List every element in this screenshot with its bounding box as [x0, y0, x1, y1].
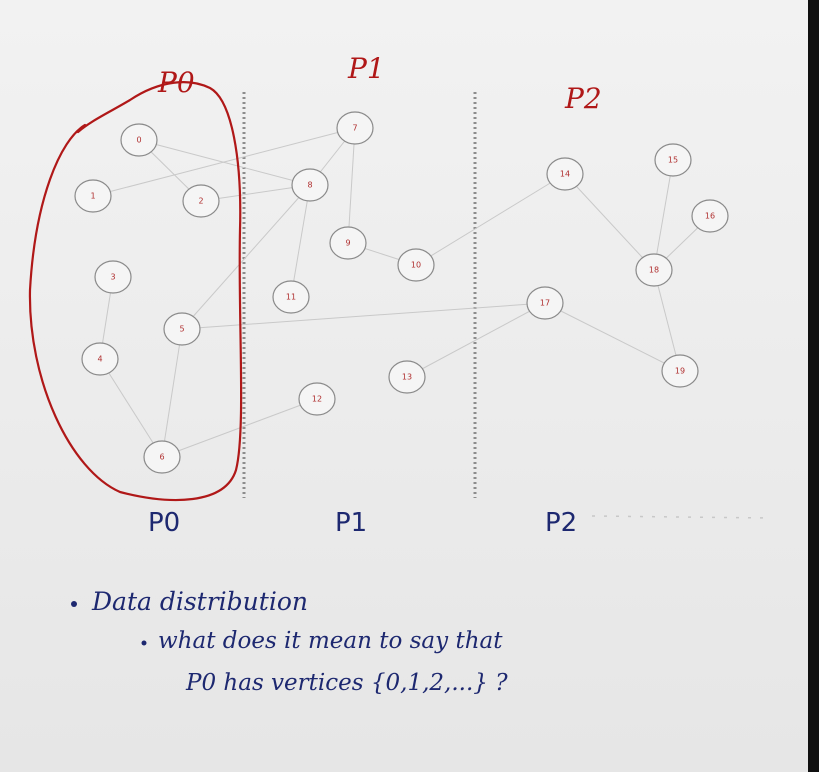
edge-18-19	[653, 269, 681, 372]
vertex-9: 9	[329, 226, 367, 260]
vertex-6: 6	[143, 440, 181, 474]
vertex-circle-0	[120, 123, 158, 157]
bullet-dot-2	[141, 640, 147, 646]
partition-label-p2: P2	[545, 508, 577, 538]
vertex-10: 10	[397, 248, 435, 282]
vertex-12: 12	[298, 382, 336, 416]
vertex-14: 14	[546, 157, 584, 191]
vertex-circle-8	[291, 168, 329, 202]
vertex-circle-3	[94, 260, 132, 294]
vertex-label-2: 2	[198, 197, 203, 206]
edge-0-8	[138, 139, 311, 186]
edge-15-18	[653, 159, 674, 271]
edge-13-17	[406, 302, 546, 378]
note-bullet-1: Data distribution	[91, 587, 308, 616]
vertex-circle-1	[74, 179, 112, 213]
vertex-circle-5	[163, 312, 201, 346]
vertex-circle-19	[661, 354, 699, 388]
vertex-circle-6	[143, 440, 181, 474]
vertex-label-6: 6	[159, 453, 164, 462]
vertex-15: 15	[654, 143, 692, 177]
vertex-3: 3	[94, 260, 132, 294]
vertex-circle-18	[635, 253, 673, 287]
bullet-dot-1	[71, 601, 77, 607]
graph-edges	[92, 127, 711, 458]
edge-4-6	[99, 358, 163, 458]
vertex-label-13: 13	[402, 373, 412, 382]
vertex-label-4: 4	[97, 355, 102, 364]
vertex-7: 7	[336, 111, 374, 145]
vertex-circle-9	[329, 226, 367, 260]
edge-17-19	[544, 302, 681, 372]
edge-5-8	[181, 184, 311, 330]
vertex-label-5: 5	[179, 325, 184, 334]
vertex-circle-2	[182, 184, 220, 218]
partition-label-p1: P1	[335, 508, 367, 538]
vertex-label-17: 17	[540, 299, 550, 308]
edge-7-9	[347, 127, 356, 244]
smudge-trail	[591, 515, 771, 519]
vertex-circle-12	[298, 382, 336, 416]
vertex-label-3: 3	[110, 273, 115, 282]
vertex-17: 17	[526, 286, 564, 320]
vertex-4: 4	[81, 342, 119, 376]
edge-10-14	[415, 173, 566, 266]
partition-label-p0: P0	[148, 508, 180, 538]
vertex-circle-7	[336, 111, 374, 145]
vertex-0: 0	[120, 123, 158, 157]
vertex-circle-11	[272, 280, 310, 314]
vertex-label-14: 14	[560, 170, 570, 179]
edge-5-17	[181, 302, 546, 330]
edge-8-11	[290, 184, 311, 298]
vertex-label-15: 15	[668, 156, 678, 165]
vertex-5: 5	[163, 312, 201, 346]
vertex-label-10: 10	[411, 261, 421, 270]
vertex-1: 1	[74, 179, 112, 213]
edge-1-7	[92, 127, 356, 197]
right-edge-bar	[808, 0, 819, 772]
vertex-11: 11	[272, 280, 310, 314]
vertex-circle-17	[526, 286, 564, 320]
vertex-circle-16	[691, 199, 729, 233]
note-bullet-2: what does it mean to say that	[158, 628, 503, 654]
vertex-13: 13	[388, 360, 426, 394]
note-bullet-2-continued: P0 has vertices {0,1,2,...} ?	[185, 670, 508, 696]
vertex-circle-13	[388, 360, 426, 394]
vertex-circle-10	[397, 248, 435, 282]
vertex-19: 19	[661, 354, 699, 388]
vertex-label-1: 1	[90, 192, 95, 201]
vertex-2: 2	[182, 184, 220, 218]
vertex-16: 16	[691, 199, 729, 233]
vertex-label-9: 9	[345, 239, 350, 248]
vertex-label-12: 12	[312, 395, 322, 404]
vertex-label-18: 18	[649, 266, 659, 275]
vertex-label-19: 19	[675, 367, 685, 376]
vertex-label-16: 16	[705, 212, 715, 221]
vertex-circle-15	[654, 143, 692, 177]
vertex-circle-4	[81, 342, 119, 376]
top-label-p2: P2	[564, 82, 602, 115]
p0-ownership-loop	[28, 81, 243, 501]
vertex-label-7: 7	[352, 124, 357, 133]
vertex-label-8: 8	[307, 181, 312, 190]
vertex-18: 18	[635, 253, 673, 287]
vertex-8: 8	[291, 168, 329, 202]
edge-14-18	[564, 173, 655, 271]
vertex-label-0: 0	[136, 136, 141, 145]
top-label-p0: P0	[157, 66, 195, 99]
vertex-label-11: 11	[286, 293, 296, 302]
vertex-circle-14	[546, 157, 584, 191]
top-label-p1: P1	[347, 52, 385, 85]
edge-5-6	[161, 328, 183, 458]
